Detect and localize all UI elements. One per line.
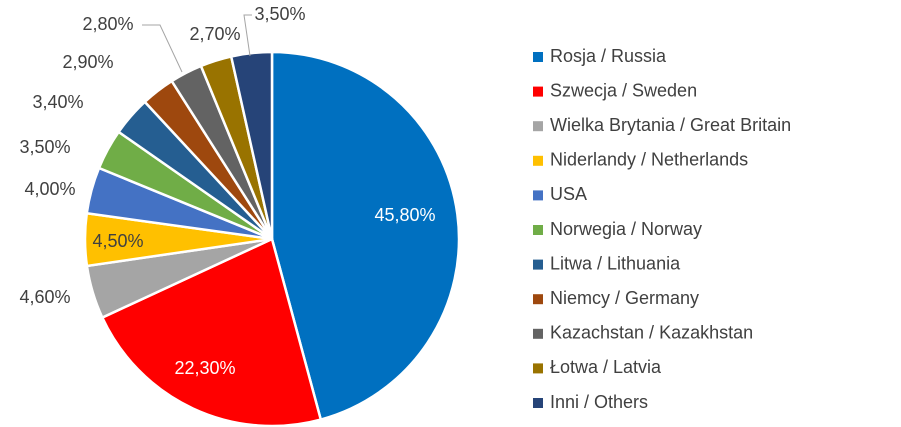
data-label: 2,80% [82,14,133,34]
data-label: 45,80% [374,205,435,225]
legend-label: Wielka Brytania / Great Britain [550,115,791,135]
legend-swatch [533,121,543,132]
legend-label: Litwa / Lithuania [550,253,681,273]
pie-slice [270,50,461,422]
legend-swatch [533,225,543,235]
data-label: 3,50% [254,4,305,24]
legend-label: Niderlandy / Netherlands [550,150,748,170]
leader-line [243,14,252,57]
legend-swatch [533,155,543,166]
pie-slice [229,50,274,240]
legend-label: Kazachstan / Kazakhstan [550,323,753,343]
legend-label: Niemcy / Germany [550,288,699,308]
data-label: 3,50% [19,137,70,157]
legend-label: Norwegia / Norway [550,219,702,239]
data-label: 2,70% [189,24,240,44]
legend-swatch [533,86,543,97]
pie-slice [100,237,323,427]
data-label: 2,90% [62,52,113,72]
data-label: 4,60% [19,287,70,307]
legend-swatch [533,328,543,339]
legend-swatch [533,363,543,374]
legend-label: Inni / Others [550,392,648,412]
leader-line [142,24,183,73]
legend-swatch [533,190,543,201]
legend-label: Szwecja / Sweden [550,80,697,100]
legend-label: Łotwa / Latvia [550,357,662,377]
legend-swatch [533,294,543,305]
data-label: 4,00% [24,179,75,199]
data-label: 22,30% [174,358,235,378]
legend-label: USA [550,184,587,204]
data-label: 3,40% [32,92,83,112]
legend-label: Rosja / Russia [550,46,667,66]
data-label: 4,50% [92,231,143,251]
legend-swatch [533,52,543,62]
legend-swatch [533,398,543,408]
legend-swatch [533,259,543,270]
